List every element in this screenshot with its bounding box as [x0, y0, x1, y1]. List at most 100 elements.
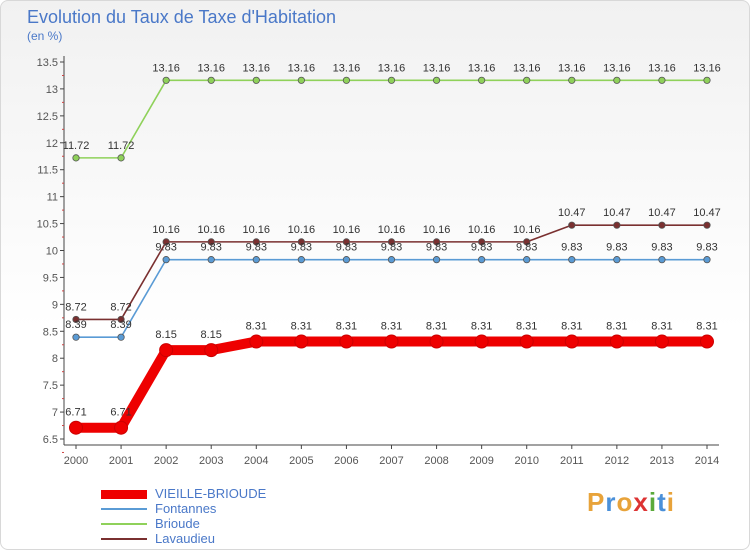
x-tick-label: 2007	[379, 455, 403, 467]
x-tick-label: 2002	[154, 455, 178, 467]
logo-letter: o	[616, 487, 634, 517]
data-point-vieille-brioude	[519, 334, 534, 349]
y-tick-label: 11	[47, 192, 58, 204]
chart-title: Evolution du Taux de Taxe d'Habitation	[27, 7, 336, 27]
logo-letter: t	[657, 487, 667, 517]
x-tick-label: 2012	[605, 455, 629, 467]
data-point-brioude	[252, 76, 260, 84]
data-point-brioude	[297, 76, 305, 84]
data-label-brioude: 13.16	[152, 62, 180, 74]
data-point-lavaudieu	[252, 238, 260, 246]
data-label-brioude: 13.16	[603, 62, 631, 74]
legend-item-brioude: Brioude	[101, 516, 321, 531]
data-label-vieille-brioude: 8.15	[201, 329, 222, 341]
data-label-fontannes: 9.83	[426, 242, 447, 254]
data-label-brioude: 11.72	[63, 140, 90, 152]
data-point-fontannes	[342, 256, 351, 264]
y-tick-label: 7	[52, 407, 58, 419]
x-tick-label: 2000	[64, 455, 88, 467]
data-label-fontannes: 9.83	[336, 242, 357, 254]
data-point-vieille-brioude	[249, 334, 264, 349]
x-tick-label: 2008	[424, 455, 448, 467]
data-point-fontannes	[478, 256, 486, 264]
data-point-vieille-brioude	[204, 343, 219, 358]
data-label-brioude: 13.16	[468, 62, 496, 74]
data-point-lavaudieu	[387, 238, 396, 246]
proxiti-logo: Proxiti	[587, 487, 675, 518]
data-point-brioude	[342, 76, 351, 84]
data-label-lavaudieu: 10.16	[333, 224, 361, 236]
data-point-fontannes	[568, 256, 576, 264]
data-point-brioude	[478, 76, 486, 84]
data-point-lavaudieu	[297, 238, 305, 246]
data-label-lavaudieu: 10.47	[693, 207, 721, 219]
data-point-vieille-brioude	[654, 334, 669, 349]
data-point-brioude	[613, 76, 621, 84]
x-tick-label: 2006	[334, 455, 358, 467]
y-tick-label: 10.5	[37, 219, 58, 231]
logo-letter: x	[633, 487, 649, 517]
data-point-vieille-brioude	[384, 334, 399, 349]
data-label-brioude: 13.16	[197, 62, 225, 74]
data-label-vieille-brioude: 8.31	[696, 321, 717, 333]
data-label-brioude: 13.16	[648, 62, 676, 74]
legend-swatch-vieille-brioude	[101, 490, 147, 499]
x-tick-label: 2003	[199, 455, 223, 467]
y-tick-label: 6.5	[43, 434, 58, 446]
data-label-lavaudieu: 10.16	[152, 224, 180, 236]
data-label-lavaudieu: 10.16	[378, 224, 406, 236]
data-label-lavaudieu: 10.47	[558, 207, 586, 219]
data-point-brioude	[703, 76, 711, 84]
x-tick-label: 2014	[695, 455, 719, 467]
data-point-fontannes	[297, 256, 305, 264]
data-label-brioude: 11.72	[108, 140, 135, 152]
legend-swatch-brioude	[101, 523, 147, 525]
y-tick-label: 12	[46, 138, 58, 150]
data-point-lavaudieu	[523, 238, 531, 246]
legend-label: Fontannes	[155, 501, 217, 516]
data-label-lavaudieu: 10.47	[648, 207, 676, 219]
data-label-fontannes: 9.83	[516, 242, 537, 254]
data-label-lavaudieu: 10.16	[243, 224, 271, 236]
data-label-fontannes: 9.83	[381, 242, 402, 254]
data-point-lavaudieu	[342, 238, 351, 246]
y-tick-label: 9.5	[43, 272, 58, 284]
data-label-brioude: 13.16	[333, 62, 361, 74]
data-label-vieille-brioude: 8.31	[651, 321, 672, 333]
data-point-fontannes	[72, 333, 80, 341]
legend: VIEILLE-BRIOUDE Fontannes Brioude Lavaud…	[101, 486, 321, 546]
y-tick-label: 9	[52, 299, 58, 311]
data-label-vieille-brioude: 8.31	[561, 321, 582, 333]
data-label-brioude: 13.16	[288, 62, 316, 74]
data-label-fontannes: 9.83	[561, 242, 582, 254]
x-tick-label: 2004	[244, 455, 268, 467]
data-label-fontannes: 8.39	[110, 319, 131, 331]
data-label-vieille-brioude: 8.31	[606, 321, 627, 333]
data-point-brioude	[162, 76, 170, 84]
legend-swatch-fontannes	[101, 508, 147, 510]
y-tick-label: 10	[46, 246, 58, 258]
data-label-fontannes: 9.83	[246, 242, 267, 254]
data-point-fontannes	[703, 256, 711, 264]
data-point-fontannes	[658, 256, 666, 264]
data-label-vieille-brioude: 6.71	[65, 407, 86, 419]
legend-item-vieille-brioude: VIEILLE-BRIOUDE	[101, 486, 321, 501]
data-point-vieille-brioude	[294, 334, 309, 349]
data-label-lavaudieu: 10.16	[197, 224, 225, 236]
data-label-fontannes: 9.83	[606, 242, 627, 254]
x-tick-label: 2005	[289, 455, 313, 467]
data-point-brioude	[568, 76, 576, 84]
data-label-lavaudieu: 8.72	[65, 301, 86, 313]
data-point-lavaudieu	[478, 238, 486, 246]
series-line-brioude	[76, 79, 707, 159]
data-label-fontannes: 9.83	[201, 242, 222, 254]
data-point-vieille-brioude	[114, 420, 129, 435]
y-tick-label: 8	[52, 353, 58, 365]
data-point-fontannes	[523, 256, 531, 264]
data-label-vieille-brioude: 8.31	[291, 321, 312, 333]
data-label-fontannes: 9.83	[696, 242, 717, 254]
data-point-fontannes	[162, 256, 170, 264]
data-label-lavaudieu: 8.72	[110, 301, 131, 313]
x-tick-label: 2010	[514, 455, 538, 467]
